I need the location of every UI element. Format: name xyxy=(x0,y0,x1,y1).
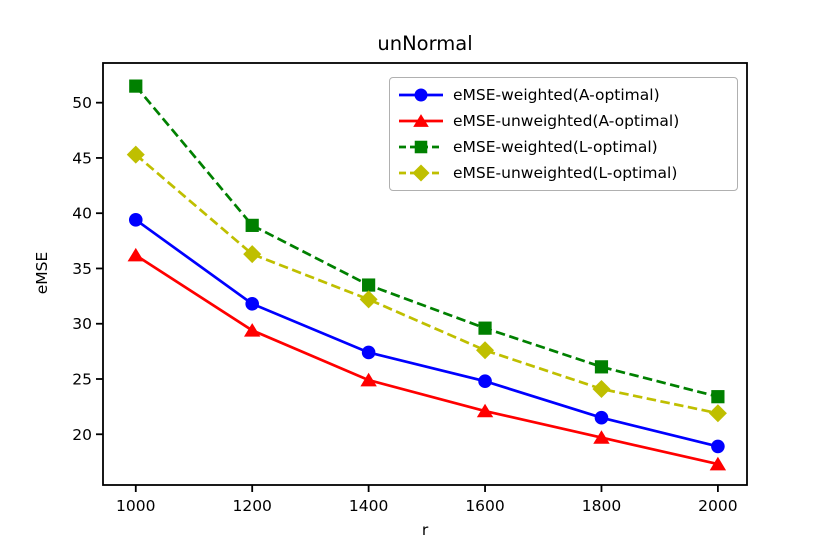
triangle-marker-icon xyxy=(360,372,377,387)
square-marker-icon xyxy=(245,218,259,232)
triangle-marker-icon xyxy=(593,430,610,444)
legend-label: eMSE-unweighted(A-optimal) xyxy=(453,112,680,130)
triangle-marker-icon xyxy=(127,247,144,262)
circle-marker-icon xyxy=(361,345,376,360)
triangle-marker-icon xyxy=(709,456,727,471)
series-3 xyxy=(126,145,727,423)
x-tick-label: 1800 xyxy=(582,497,621,515)
square-marker-icon xyxy=(362,278,376,292)
square-marker-icon xyxy=(414,140,428,154)
legend: eMSE-weighted(A-optimal) eMSE-unweighted… xyxy=(389,77,738,191)
x-tick-label: 1400 xyxy=(349,497,388,515)
triangle-marker-icon xyxy=(413,114,429,127)
circle-marker-icon xyxy=(711,439,725,454)
y-tick-label: 50 xyxy=(72,94,92,112)
y-tick-label: 30 xyxy=(72,315,92,333)
circle-marker-icon xyxy=(414,88,428,102)
circle-marker-icon xyxy=(245,297,259,311)
series-line xyxy=(135,254,719,466)
series-0 xyxy=(128,213,725,454)
diamond-marker-icon xyxy=(476,341,495,360)
legend-sample-triangle-icon xyxy=(399,114,443,127)
legend-item: eMSE-weighted(L-optimal) xyxy=(397,134,733,160)
x-tick-label: 2000 xyxy=(698,497,737,515)
legend-sample-square-icon xyxy=(399,140,443,154)
legend-sample-circle-icon xyxy=(399,88,443,102)
y-tick-label: 35 xyxy=(72,260,92,278)
legend-label: eMSE-weighted(A-optimal) xyxy=(453,86,660,104)
series-line xyxy=(134,85,719,398)
y-tick-label: 45 xyxy=(72,149,92,167)
circle-marker-icon xyxy=(478,374,492,389)
square-marker-icon xyxy=(711,390,725,404)
diamond-marker-icon xyxy=(243,245,262,264)
series-2 xyxy=(129,79,725,404)
circle-marker-icon xyxy=(594,410,609,425)
series-line xyxy=(134,218,719,448)
series-line xyxy=(134,153,719,415)
legend-label: eMSE-weighted(L-optimal) xyxy=(453,138,658,156)
legend-item: eMSE-unweighted(A-optimal) xyxy=(397,108,733,134)
axes-spines xyxy=(102,62,748,486)
triangle-marker-icon xyxy=(476,403,494,418)
x-axis-label: r xyxy=(421,521,429,539)
legend-item: eMSE-unweighted(L-optimal) xyxy=(397,160,733,186)
y-tick-label: 25 xyxy=(72,371,92,389)
legend-item: eMSE-weighted(A-optimal) xyxy=(397,82,733,108)
square-marker-icon xyxy=(478,321,492,335)
chart-title: unNormal xyxy=(377,32,473,55)
triangle-marker-icon xyxy=(243,323,261,337)
x-tick-label: 1000 xyxy=(116,497,155,515)
y-tick-label: 40 xyxy=(72,205,92,223)
legend-sample-diamond-icon xyxy=(399,164,443,182)
legend-label: eMSE-unweighted(L-optimal) xyxy=(453,164,678,182)
square-marker-icon xyxy=(129,79,143,93)
square-marker-icon xyxy=(594,360,609,374)
circle-marker-icon xyxy=(128,213,143,227)
diamond-marker-icon xyxy=(412,164,430,182)
y-tick-label: 20 xyxy=(72,426,92,444)
diamond-marker-icon xyxy=(592,379,611,398)
diamond-marker-icon xyxy=(126,145,145,164)
x-tick-label: 1200 xyxy=(232,497,271,515)
diamond-marker-icon xyxy=(359,290,378,309)
x-tick-label: 1600 xyxy=(465,497,504,515)
diamond-marker-icon xyxy=(708,404,727,423)
series-1 xyxy=(127,247,727,471)
